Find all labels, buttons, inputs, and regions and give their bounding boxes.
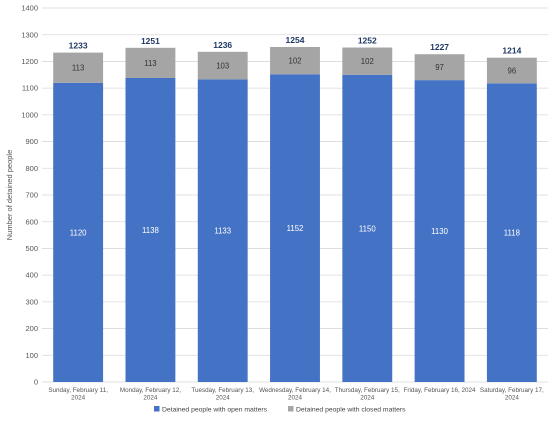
- y-tick-label: 900: [25, 137, 38, 146]
- bar-closed-matters: [197, 51, 248, 80]
- data-label-closed: 113: [72, 64, 84, 73]
- y-axis-ticks: 0 100 200 300 400 500 600 700 800 900 1000 1100 1200…: [21, 4, 38, 387]
- x-tick-label: Sunday, February 11,: [48, 387, 108, 394]
- data-label-total: 1254: [286, 35, 305, 45]
- bar-closed-matters: [270, 47, 320, 75]
- x-tick-label: 2024: [71, 395, 86, 402]
- bar-open-matters: [270, 74, 320, 382]
- y-tick-label: 400: [25, 271, 38, 280]
- y-tick-label: 1000: [21, 110, 38, 119]
- legend-swatch: [154, 406, 160, 412]
- x-tick-label: 2024: [143, 395, 158, 402]
- data-label-open: 1133: [214, 227, 231, 236]
- y-tick-label: 300: [25, 297, 38, 306]
- x-tick-label: Tuesday, February 13,: [191, 387, 254, 394]
- legend-swatch: [288, 406, 294, 412]
- x-tick-label: Wednesday, February 14,: [259, 387, 331, 394]
- data-label-total: 1252: [358, 36, 377, 46]
- x-tick-label: Monday, February 12,: [120, 387, 181, 394]
- data-label-total: 1227: [430, 42, 449, 52]
- y-tick-label: 500: [25, 244, 38, 253]
- x-tick-label: 2024: [288, 395, 303, 402]
- data-label-open: 1152: [287, 224, 304, 233]
- legend: Detained people with open matters Detaine…: [154, 406, 406, 414]
- data-label-open: 1118: [504, 229, 520, 238]
- bar-closed-matters: [414, 54, 465, 81]
- x-tick-label: 2024: [360, 395, 375, 402]
- data-label-closed: 102: [288, 57, 301, 66]
- data-label-closed: 97: [435, 63, 444, 72]
- data-label-open: 1130: [431, 227, 448, 236]
- bar-open-matters: [125, 77, 176, 383]
- y-tick-label: 700: [25, 191, 38, 200]
- y-axis-title: Number of detained people: [5, 150, 14, 240]
- y-tick-label: 1200: [21, 57, 38, 66]
- bar-closed-matters: [53, 52, 104, 83]
- legend-label: Detained people with closed matters: [296, 407, 406, 414]
- data-label-closed: 102: [361, 57, 374, 66]
- bar-open-matters: [53, 82, 104, 383]
- y-tick-label: 100: [25, 351, 38, 360]
- data-label-total: 1236: [213, 40, 232, 50]
- bar-closed-matters: [342, 47, 393, 75]
- data-label-closed: 113: [144, 59, 156, 68]
- y-tick-label: 800: [25, 164, 38, 173]
- x-tick-label: 2024: [505, 395, 520, 402]
- y-tick-label: 1300: [21, 30, 38, 39]
- x-tick-label: Saturday, February 17,: [480, 387, 544, 394]
- data-label-total: 1233: [69, 41, 88, 51]
- bar-open-matters: [414, 80, 465, 382]
- y-tick-label: 600: [25, 217, 38, 226]
- data-label-total: 1214: [502, 46, 521, 56]
- data-label-open: 1120: [70, 228, 87, 237]
- x-tick-label: Friday, February 16, 2024: [404, 387, 476, 394]
- y-tick-label: 200: [25, 324, 38, 333]
- data-label-open: 1138: [142, 226, 159, 235]
- data-label-closed: 103: [216, 62, 229, 71]
- x-tick-label: 2024: [216, 395, 231, 402]
- legend-label: Detained people with open matters: [162, 407, 268, 414]
- y-tick-label: 1400: [21, 4, 38, 13]
- y-tick-label: 1100: [22, 84, 38, 93]
- data-label-total: 1251: [141, 36, 160, 46]
- bar-closed-matters: [486, 57, 537, 84]
- bar-open-matters: [342, 74, 393, 383]
- bar-open-matters: [486, 83, 537, 382]
- data-label-closed: 96: [508, 67, 517, 76]
- data-label-open: 1150: [359, 224, 376, 233]
- bar-closed-matters: [125, 47, 176, 78]
- y-tick-label: 0: [34, 378, 38, 387]
- bar-open-matters: [197, 79, 248, 382]
- x-tick-label: Thursday, February 15,: [335, 387, 400, 394]
- bars: 1120 113 1233 1138 113 1251 1133 103 1236 1152 102…: [53, 35, 537, 383]
